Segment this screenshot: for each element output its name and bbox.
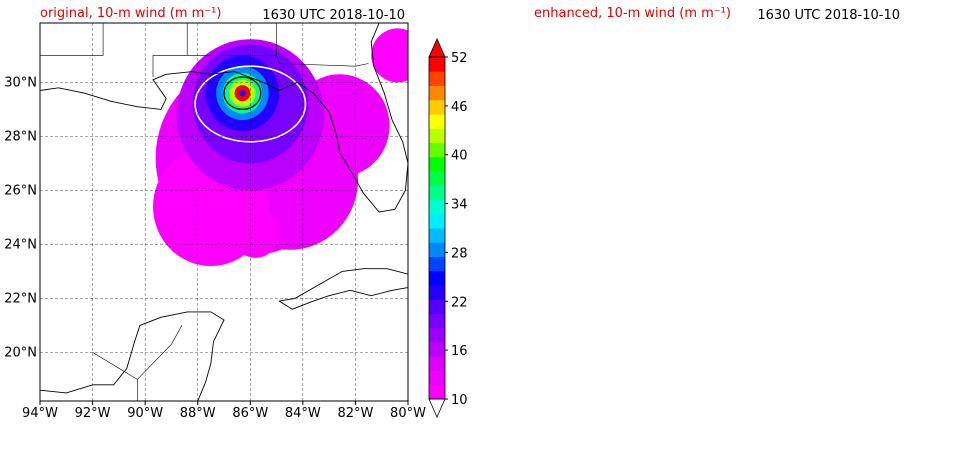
colorbar-segment: [429, 270, 445, 286]
colorbar-segment: [429, 199, 445, 215]
lat-tick-label: 22°N: [4, 291, 37, 306]
colorbar-segment: [429, 356, 445, 371]
panel-title: original, 10-m wind (m m⁻¹): [40, 6, 221, 21]
colorbar-segment: [429, 370, 445, 386]
border-line: [152, 23, 188, 77]
colorbar-segment: [429, 57, 445, 72]
lon-tick-label: 90°W: [127, 406, 163, 421]
panel-enhanced: enhanced, 10-m wind (m m⁻¹) 1630 UTC 201…: [482, 0, 964, 453]
colorbar-tick-label: 34: [451, 198, 468, 213]
lon-tick-label: 94°W: [22, 406, 58, 421]
colorbar-segment: [429, 228, 445, 243]
coastline: [40, 23, 408, 213]
map-frame: [39, 22, 409, 402]
axis-ticks: 94°W 92°W 90°W 88°W 86°W 84°W 82°W 80°W 20°N 22°N…: [4, 75, 426, 421]
lon-tick-label: 82°W: [337, 406, 373, 421]
lon-tick-label: 80°W: [390, 406, 426, 421]
colorbar-segment: [429, 285, 445, 300]
colorbar: 10 16 22 28 34 40 46 52: [428, 38, 468, 418]
colorbar-segment: [429, 71, 445, 86]
white-contour-line: [194, 65, 307, 143]
colorbar-segment: [429, 213, 445, 229]
panel-timestamp: 1630 UTC 2018-10-10: [757, 8, 900, 23]
colorbar-tick-label: 10: [451, 393, 468, 408]
lat-tick-label: 30°N: [4, 75, 37, 90]
panel-title: enhanced, 10-m wind (m m⁻¹): [534, 6, 731, 21]
border-line: [137, 325, 183, 380]
colorbar-segment: [429, 142, 445, 158]
map-original-svg: original, 10-m wind (m m⁻¹) 1630 UTC 201…: [4, 6, 468, 421]
colorbar-segment: [429, 99, 445, 115]
wind-contour-fill: [239, 89, 246, 97]
colorbar-tick-label: 40: [451, 149, 468, 164]
colorbar-segment: [429, 128, 445, 143]
colorbar-tick-label: 52: [451, 51, 468, 66]
lon-tick-label: 92°W: [75, 406, 111, 421]
colorbar-extend-low: [428, 398, 446, 418]
panel-timestamp: 1630 UTC 2018-10-10: [262, 8, 405, 23]
lon-tick-label: 86°W: [232, 406, 268, 421]
map-area: [39, 22, 409, 402]
lon-tick-label: 88°W: [180, 406, 216, 421]
colorbar-tick-label: 28: [451, 246, 468, 261]
colorbar-tick-label: 46: [451, 100, 468, 115]
colorbar-segment: [429, 327, 445, 343]
border-line: [92, 352, 138, 401]
map-enhanced-svg: enhanced, 10-m wind (m m⁻¹) 1630 UTC 201…: [534, 6, 900, 23]
colorbar-segment: [429, 299, 445, 314]
lat-tick-label: 20°N: [4, 345, 37, 360]
wind-contour-fill: [231, 209, 280, 258]
border-line: [40, 23, 104, 56]
colorbar-segment: [429, 384, 445, 400]
black-contour-line: [223, 76, 262, 111]
coastline: [278, 268, 408, 310]
wind-field: [40, 23, 408, 401]
wind-contour-fill: [371, 28, 408, 83]
colorbar-segment: [429, 256, 445, 272]
lat-tick-label: 24°N: [4, 237, 37, 252]
colorbar-extend-high: [428, 38, 446, 58]
colorbar-segment: [429, 242, 445, 257]
lat-tick-label: 28°N: [4, 129, 37, 144]
colorbar-segment: [429, 85, 445, 101]
colorbar-segment: [429, 185, 445, 200]
colorbar-segment: [429, 313, 445, 329]
panel-original: original, 10-m wind (m m⁻¹) 1630 UTC 201…: [0, 0, 482, 453]
lon-tick-label: 84°W: [285, 406, 321, 421]
coastline: [40, 311, 225, 401]
colorbar-segment: [429, 171, 445, 186]
colorbar-segment: [429, 156, 445, 172]
colorbar-segment: [429, 114, 445, 129]
colorbar-tick-label: 22: [451, 295, 468, 310]
lat-tick-label: 26°N: [4, 183, 37, 198]
border-line: [276, 55, 369, 67]
colorbar-tick-label: 16: [451, 344, 468, 359]
colorbar-segment: [429, 342, 445, 357]
